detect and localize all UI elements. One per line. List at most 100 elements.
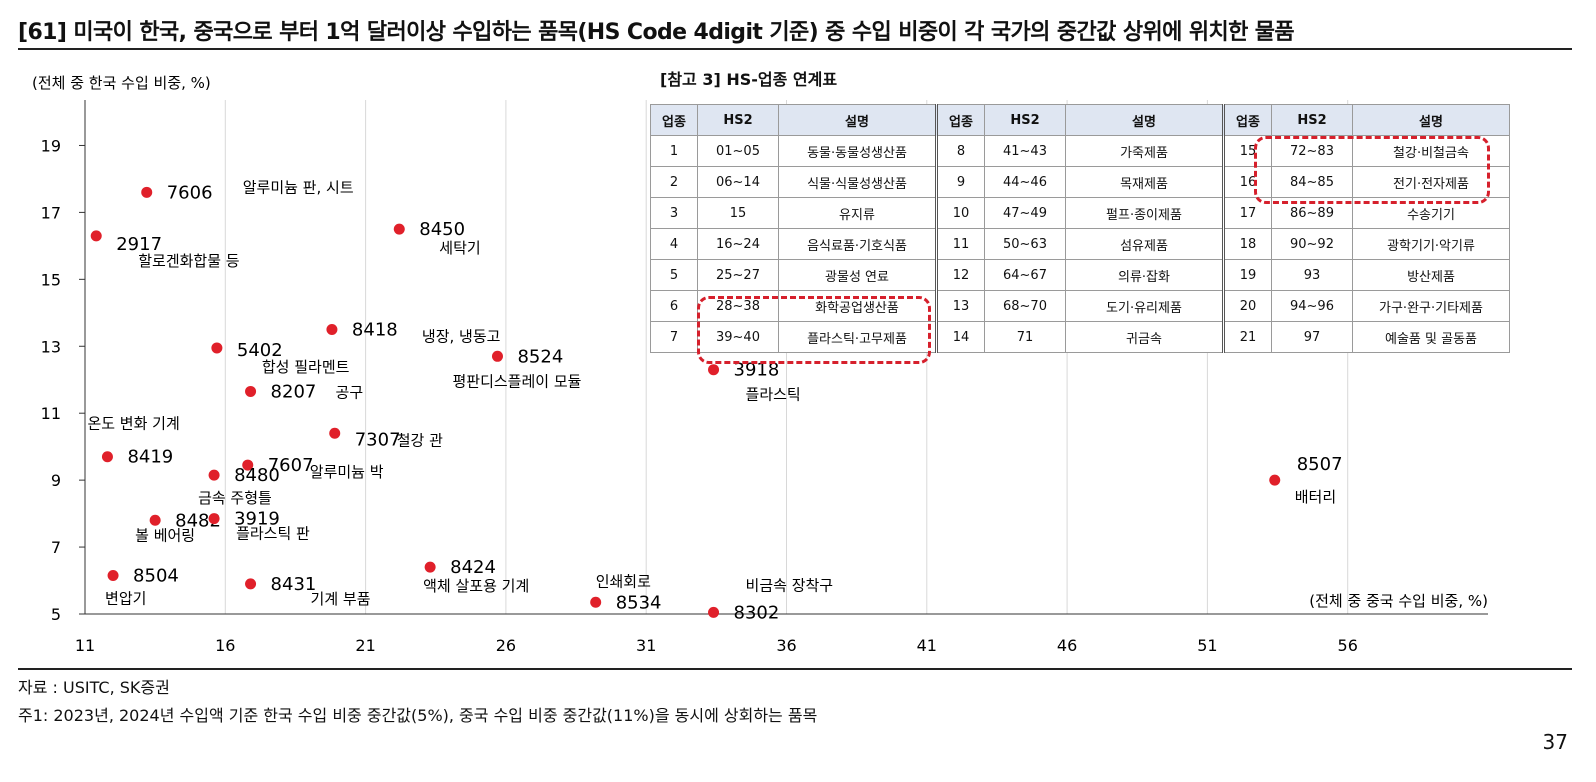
cell-hs2: 50~63 xyxy=(984,228,1066,260)
cell-industry: 20 xyxy=(1222,290,1272,322)
data-point-3919 xyxy=(208,513,220,525)
cell-industry: 18 xyxy=(1222,228,1272,260)
source-note: 자료 : USITC, SK증권 xyxy=(18,678,170,697)
data-point-8418 xyxy=(326,324,338,336)
x-tick-label: 46 xyxy=(1057,636,1077,655)
point-name-label: 변압기 xyxy=(105,590,146,608)
x-tick-label: 11 xyxy=(75,636,95,655)
header-hs2: HS2 xyxy=(984,104,1066,136)
data-point-8504 xyxy=(107,570,119,582)
data-point-8207 xyxy=(245,385,257,397)
table-row: 2 06~14 식물·식물성생산품 9 44~46 목재제품 16 84~85 전기·전자제품 xyxy=(650,166,1510,198)
data-point-8302 xyxy=(708,606,720,618)
point-code-label: 8480 xyxy=(234,465,280,486)
point-code-label: 7307 xyxy=(355,429,401,450)
cell-hs2: 47~49 xyxy=(984,197,1066,229)
cell-description: 예술품 및 골동품 xyxy=(1352,321,1510,353)
cell-industry: 9 xyxy=(935,166,985,198)
data-point-3918 xyxy=(708,364,720,376)
cell-hs2: 90~92 xyxy=(1271,228,1353,260)
cell-hs2: 25~27 xyxy=(697,259,779,291)
point-code-label: 7606 xyxy=(167,182,213,203)
cell-description: 귀금속 xyxy=(1065,321,1224,353)
table-row: 5 25~27 광물성 연료 12 64~67 의류·잡화 19 93 방산제품 xyxy=(650,259,1510,291)
y-tick-label: 5 xyxy=(51,605,61,624)
table-row: 7 39~40 플라스틱·고무제품 14 71 귀금속 21 97 예술품 및 골동품 xyxy=(650,321,1510,353)
cell-description: 도기·유리제품 xyxy=(1065,290,1224,322)
data-point-8431 xyxy=(245,578,257,590)
cell-hs2: 94~96 xyxy=(1271,290,1353,322)
cell-description: 전기·전자제품 xyxy=(1352,166,1510,198)
x-tick-label: 21 xyxy=(355,636,375,655)
cell-hs2: 97 xyxy=(1271,321,1353,353)
point-name-label: 합성 필라멘트 xyxy=(262,358,350,376)
cell-hs2: 44~46 xyxy=(984,166,1066,198)
cell-industry: 11 xyxy=(935,228,985,260)
point-code-label: 8524 xyxy=(517,346,563,367)
cell-industry: 14 xyxy=(935,321,985,353)
header-description: 설명 xyxy=(1065,104,1224,136)
cell-industry: 10 xyxy=(935,197,985,229)
header-hs2: HS2 xyxy=(697,104,779,136)
cell-description: 의류·잡화 xyxy=(1065,259,1224,291)
point-name-label: 온도 변화 기계 xyxy=(87,415,179,433)
cell-description: 목재제품 xyxy=(1065,166,1224,198)
point-code-label: 8302 xyxy=(734,602,780,623)
point-name-label: 할로겐화합물 등 xyxy=(138,252,240,270)
cell-industry: 4 xyxy=(650,228,698,260)
point-name-label: 알루미늄 박 xyxy=(310,463,384,481)
cell-industry: 1 xyxy=(650,135,698,167)
point-code-label: 3918 xyxy=(734,360,780,381)
cell-description: 광물성 연료 xyxy=(778,259,937,291)
point-name-label: 금속 주형틀 xyxy=(198,489,272,507)
cell-description: 광학기기·악기류 xyxy=(1352,228,1510,260)
header-industry: 업종 xyxy=(935,104,985,136)
point-code-label: 8482 xyxy=(175,510,221,531)
cell-description: 가구·완구·기타제품 xyxy=(1352,290,1510,322)
data-point-8482 xyxy=(149,514,161,526)
cell-industry: 13 xyxy=(935,290,985,322)
cell-description: 섬유제품 xyxy=(1065,228,1224,260)
page-title: [61] 미국이 한국, 중국으로 부터 1억 달러이상 수입하는 품목(HS … xyxy=(18,20,1295,45)
cell-description: 유지류 xyxy=(778,197,937,229)
point-code-label: 8207 xyxy=(271,381,317,402)
point-name-label: 평판디스플레이 모듈 xyxy=(452,372,581,390)
reference-table-title: [참고 3] HS-업종 연계표 xyxy=(660,70,838,89)
data-point-8450 xyxy=(393,223,405,235)
x-tick-label: 51 xyxy=(1197,636,1217,655)
cell-hs2: 28~38 xyxy=(697,290,779,322)
cell-industry: 6 xyxy=(650,290,698,322)
cell-hs2: 71 xyxy=(984,321,1066,353)
header-description: 설명 xyxy=(778,104,937,136)
point-name-label: 인쇄회로 xyxy=(596,572,651,590)
header-hs2: HS2 xyxy=(1271,104,1353,136)
table-row: 6 28~38 화학공업생산품 13 68~70 도기·유리제품 20 94~96 가구·완구·… xyxy=(650,290,1510,322)
x-axis-title: (전체 중 중국 수입 비중, %) xyxy=(1309,592,1488,610)
hs-industry-reference-table: 업종 HS2 설명 업종 HS2 설명 업종 HS2 설명 1 01~05 동물·동… xyxy=(650,104,1510,353)
cell-industry: 21 xyxy=(1222,321,1272,353)
x-tick-label: 31 xyxy=(636,636,656,655)
data-point-8534 xyxy=(590,596,602,608)
y-tick-label: 17 xyxy=(41,203,61,222)
footnote: 주1: 2023년, 2024년 수입액 기준 한국 수입 비중 중간값(5%)… xyxy=(18,706,818,725)
cell-description: 플라스틱·고무제품 xyxy=(778,321,937,353)
point-name-label: 세탁기 xyxy=(439,239,480,257)
point-code-label: 8534 xyxy=(616,592,662,613)
data-point-8524 xyxy=(491,350,503,362)
point-name-label: 배터리 xyxy=(1295,488,1336,506)
data-point-7606 xyxy=(141,186,153,198)
x-tick-label: 26 xyxy=(496,636,516,655)
point-code-label: 7607 xyxy=(268,455,314,476)
y-tick-label: 15 xyxy=(41,270,61,289)
point-code-label: 2917 xyxy=(116,234,162,255)
table-row: 4 16~24 음식료품·기호식품 11 50~63 섬유제품 18 90~92 광학기기·악기… xyxy=(650,228,1510,260)
cell-industry: 7 xyxy=(650,321,698,353)
cell-hs2: 16~24 xyxy=(697,228,779,260)
header-description: 설명 xyxy=(1352,104,1510,136)
cell-hs2: 41~43 xyxy=(984,135,1066,167)
y-tick-label: 19 xyxy=(41,136,61,155)
cell-description: 동물·동물성생산품 xyxy=(778,135,937,167)
